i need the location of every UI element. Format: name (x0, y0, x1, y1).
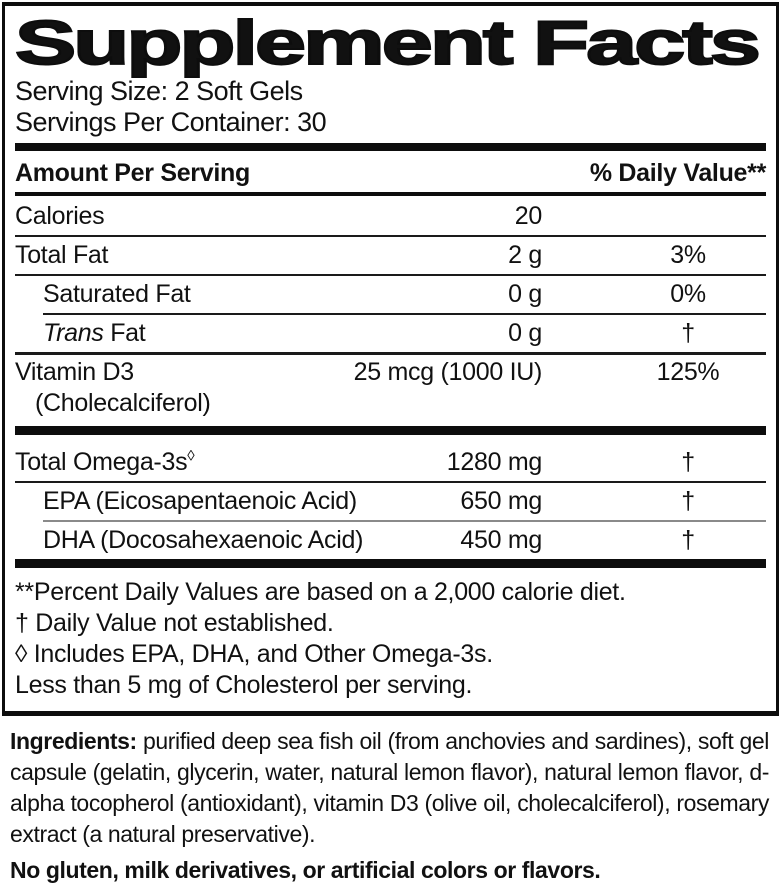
row-separator (15, 274, 766, 276)
table-row: Vitamin D3 (Cholecalciferol) 25 mcg (1000 … (15, 352, 766, 426)
nutrient-amount: 0 g (508, 280, 542, 308)
row-separator (15, 352, 766, 355)
nutrient-name: EPA (Eicosapentaenoic Acid) (43, 487, 357, 515)
ingredients-label: Ingredients: (10, 728, 137, 754)
footnote-line: ◊ Includes EPA, DHA, and Other Omega-3s. (15, 640, 493, 668)
nutrient-name: Calories (15, 202, 105, 230)
footnotes-block: **Percent Daily Values are based on a 2,… (15, 568, 766, 701)
daily-value-header: % Daily Value** (589, 159, 766, 187)
servings-per-container: Servings Per Container: 30 (15, 107, 327, 137)
supplement-facts-panel: Supplement Facts Serving Size: 2 Soft Ge… (2, 2, 779, 716)
nutrient-rows-omega: Total Omega-3s◊ 1280 mg † EPA (Eicosapentae… (15, 435, 766, 559)
table-row: Trans Fat 0 g † (15, 313, 766, 352)
nutrient-symbol: ◊ (187, 447, 195, 465)
nutrient-daily-value: † (681, 319, 695, 347)
table-row: Saturated Fat 0 g 0% (15, 274, 766, 313)
row-separator (43, 313, 766, 315)
nutrient-amount: 650 mg (460, 487, 542, 515)
nutrient-daily-value: † (681, 448, 695, 476)
nutrient-name: DHA (Docosahexaenoic Acid) (43, 526, 364, 554)
ingredients-paragraph: Ingredients: purified deep sea fish oil … (10, 726, 769, 850)
table-row: Calories 20 (15, 196, 766, 235)
nutrient-name: Saturated Fat (43, 280, 191, 308)
serving-size: Serving Size: 2 Soft Gels (15, 76, 303, 106)
ingredients-text: purified deep sea fish oil (from anchovi… (10, 728, 769, 847)
thick-divider-top (15, 143, 766, 151)
allergen-statement: No gluten, milk derivatives, or artifici… (10, 857, 601, 883)
nutrient-daily-value: 125% (656, 358, 720, 386)
nutrient-amount: 20 (514, 202, 543, 230)
footnote-line: **Percent Daily Values are based on a 2,… (15, 578, 626, 606)
nutrient-daily-value: † (681, 526, 695, 554)
nutrient-rows-main: Calories 20 Total Fat 2 g 3% Saturated Fat 0 g… (15, 196, 766, 426)
row-separator (15, 481, 766, 483)
nutrient-amount: 25 mcg (1000 IU) (353, 358, 543, 386)
table-row: Total Omega-3s◊ 1280 mg † (15, 435, 766, 481)
nutrient-amount: 1280 mg (446, 448, 543, 476)
thick-divider-middle (15, 426, 766, 435)
nutrient-amount: 0 g (508, 319, 542, 347)
table-row: Total Fat 2 g 3% (15, 235, 766, 274)
table-row: DHA (Docosahexaenoic Acid) 450 mg † (15, 520, 766, 559)
nutrient-amount: 2 g (508, 241, 542, 269)
nutrient-name-line2: (Cholecalciferol) (35, 389, 211, 417)
nutrient-name-italic: Trans (43, 319, 104, 347)
row-separator (15, 235, 766, 237)
nutrient-amount: 450 mg (460, 526, 542, 554)
nutrient-name: Vitamin D3 (Cholecalciferol) (15, 357, 375, 419)
panel-title: Supplement Facts (14, 9, 763, 78)
amount-per-serving-header: Amount Per Serving (15, 159, 250, 187)
nutrient-daily-value: 3% (670, 241, 706, 269)
footnote-line: Less than 5 mg of Cholesterol per servin… (15, 671, 473, 699)
panel-title-wrap: Supplement Facts (14, 6, 766, 78)
nutrient-name: Trans Fat (43, 319, 146, 347)
nutrient-daily-value: † (681, 487, 695, 515)
table-header-row: Amount Per Serving % Daily Value** (15, 151, 766, 192)
nutrient-daily-value: 0% (670, 280, 706, 308)
nutrient-name: Total Omega-3s◊ (15, 447, 195, 476)
table-row: EPA (Eicosapentaenoic Acid) 650 mg † (15, 481, 766, 520)
footnote-line: † Daily Value not established. (15, 609, 334, 637)
nutrient-name: Total Fat (15, 241, 109, 269)
medium-divider-header (15, 192, 766, 196)
row-separator (43, 520, 766, 522)
thick-divider-bottom (15, 559, 766, 568)
